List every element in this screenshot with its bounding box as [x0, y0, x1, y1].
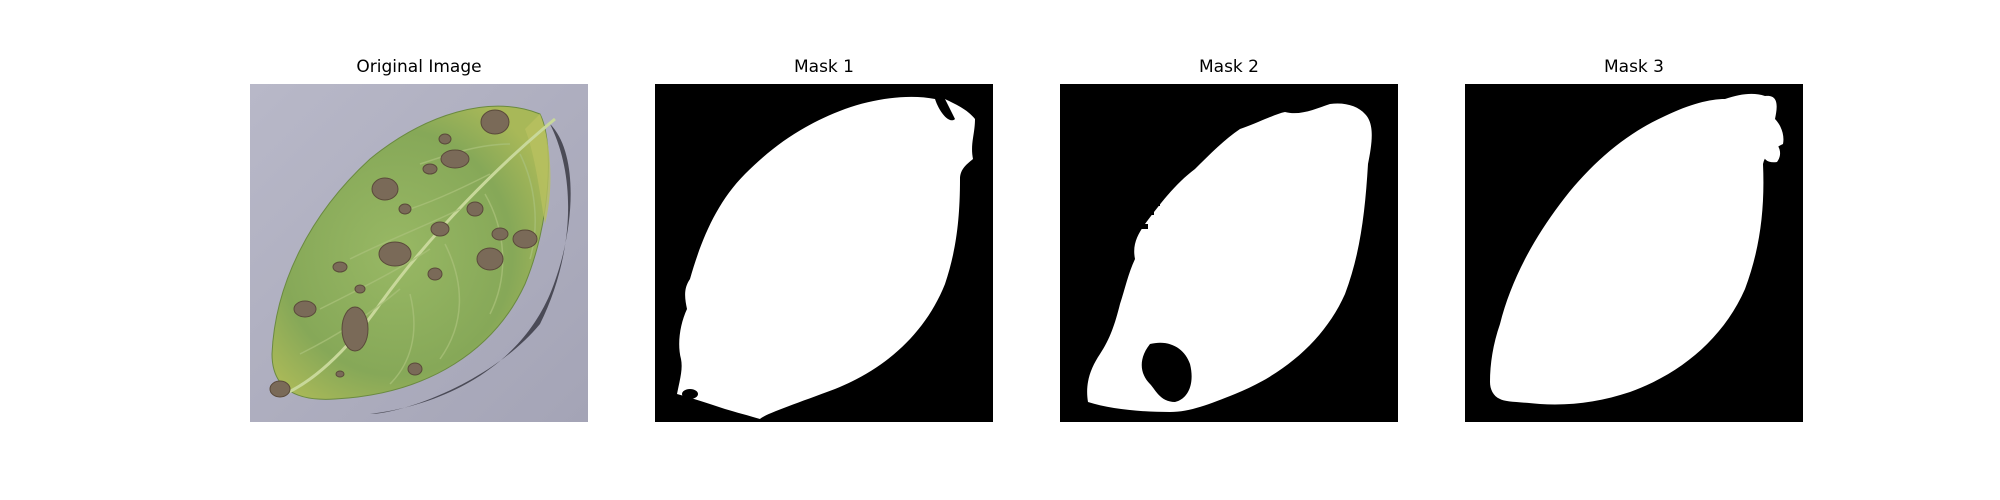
mask-2-image — [1060, 84, 1398, 422]
original-image-panel: Original Image — [250, 56, 588, 422]
panel-title: Original Image — [356, 57, 482, 77]
mask-2-panel: Mask 2 — [1060, 56, 1398, 422]
mask-3-panel: Mask 3 — [1465, 56, 1803, 422]
mask-3-image — [1465, 84, 1803, 422]
panel-title: Mask 3 — [1603, 57, 1664, 77]
panel-title: Mask 2 — [1198, 57, 1259, 77]
mask-1-panel: Mask 1 — [655, 56, 993, 422]
original-leaf-image — [250, 84, 588, 422]
mask-1-image — [655, 84, 993, 422]
panel-title: Mask 1 — [793, 57, 854, 77]
